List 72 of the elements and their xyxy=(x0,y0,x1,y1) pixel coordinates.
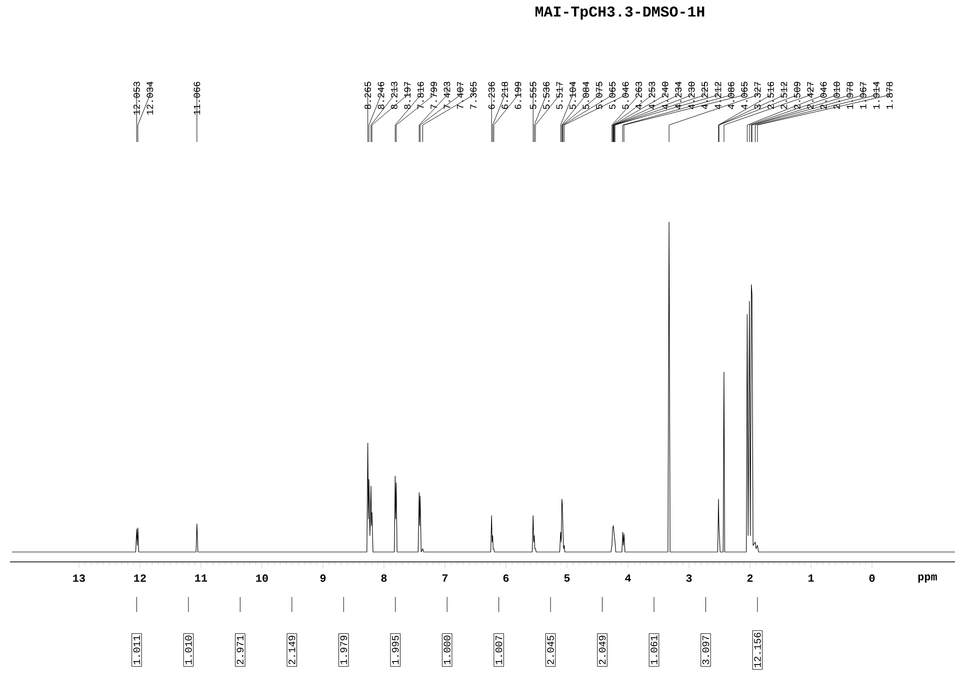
annotation: 7.799 xyxy=(430,82,438,109)
x-tick-label: 10 xyxy=(256,574,268,582)
annotation: 1.978 xyxy=(846,82,854,109)
x-tick-label: 5 xyxy=(564,574,570,582)
x-tick-label: 3 xyxy=(686,574,692,582)
annotation: 6.218 xyxy=(502,82,508,109)
annotation: 2.427 xyxy=(807,82,814,109)
x-tick-label: 7 xyxy=(442,574,448,582)
annotation: 8.213 xyxy=(390,82,398,109)
annotation: 2.010 xyxy=(834,82,840,109)
annotation: 1.914 xyxy=(873,82,880,109)
annotation: 5.075 xyxy=(596,82,602,109)
annotation: 4.225 xyxy=(702,82,708,110)
text: 12.156 xyxy=(754,632,761,668)
annotation: 5.555 xyxy=(530,82,536,109)
annotation: 2.509 xyxy=(794,82,800,109)
x-tick-label: 0 xyxy=(869,574,875,582)
annotation: 4.212 xyxy=(714,82,722,110)
chart-title: MAI-TpCH3.3-DMSO-1H xyxy=(536,6,704,20)
x-tick-label: 9 xyxy=(320,574,326,582)
annotation: 7.365 xyxy=(470,82,477,109)
x-tick-label: 2 xyxy=(747,574,753,582)
text: 1.061 xyxy=(650,636,658,664)
annotation: 5.084 xyxy=(582,82,590,109)
annotation: 5.046 xyxy=(622,82,629,109)
annotation: 1.967 xyxy=(860,82,866,109)
text: 1.011 xyxy=(133,636,140,664)
annotation: 8.246 xyxy=(378,82,384,109)
annotation: 3.327 xyxy=(754,82,761,109)
annotation: 7.423 xyxy=(444,82,450,109)
annotation: 5.536 xyxy=(543,82,550,109)
text: 2.971 xyxy=(236,636,244,664)
annotation: 8.197 xyxy=(404,82,411,109)
x-tick-label: 8 xyxy=(381,574,387,582)
text: 2.045 xyxy=(547,636,554,664)
text: 2.149 xyxy=(288,636,296,664)
annotation: 4.230 xyxy=(688,82,695,110)
annotation: 2.512 xyxy=(780,82,788,109)
x-tick-label: 13 xyxy=(73,574,85,582)
text: 3.097 xyxy=(702,636,710,664)
annotation: 4.234 xyxy=(675,82,682,110)
x-tick-label: 12 xyxy=(134,574,146,582)
annotation: 5.065 xyxy=(609,82,616,109)
annotation: 11.066 xyxy=(194,82,200,115)
x-tick-label: 6 xyxy=(503,574,509,582)
annotation: 5.104 xyxy=(570,82,576,109)
annotation: 7.407 xyxy=(456,82,464,109)
annotation: 1.878 xyxy=(886,82,893,109)
x-tick-label: 1 xyxy=(808,574,814,582)
annotation: 2.046 xyxy=(820,82,827,109)
annotation: 12.034 xyxy=(146,82,154,115)
annotation: 4.240 xyxy=(662,82,668,110)
text: 1.007 xyxy=(495,636,502,664)
x-tick-label: 11 xyxy=(195,574,208,582)
annotation: 6.199 xyxy=(514,82,522,109)
annotation: 4.253 xyxy=(648,82,656,110)
text: 1.000 xyxy=(444,636,450,664)
text: 1.010 xyxy=(185,636,192,664)
x-axis-title: ppm xyxy=(918,574,937,583)
text: 1.979 xyxy=(340,636,347,664)
annotation: 6.236 xyxy=(488,82,495,109)
annotation: 4.263 xyxy=(636,82,642,110)
text: 1.995 xyxy=(392,636,399,664)
annotation: 4.065 xyxy=(741,82,748,110)
annotation: 5.517 xyxy=(556,82,563,109)
text: 2.049 xyxy=(598,636,606,664)
annotation: 8.265 xyxy=(364,82,372,109)
annotation: 4.086 xyxy=(728,82,734,110)
annotation: 2.516 xyxy=(768,82,774,109)
x-tick-label: 4 xyxy=(625,574,631,582)
annotation: 12.053 xyxy=(133,82,140,115)
annotation: 7.816 xyxy=(417,82,424,109)
